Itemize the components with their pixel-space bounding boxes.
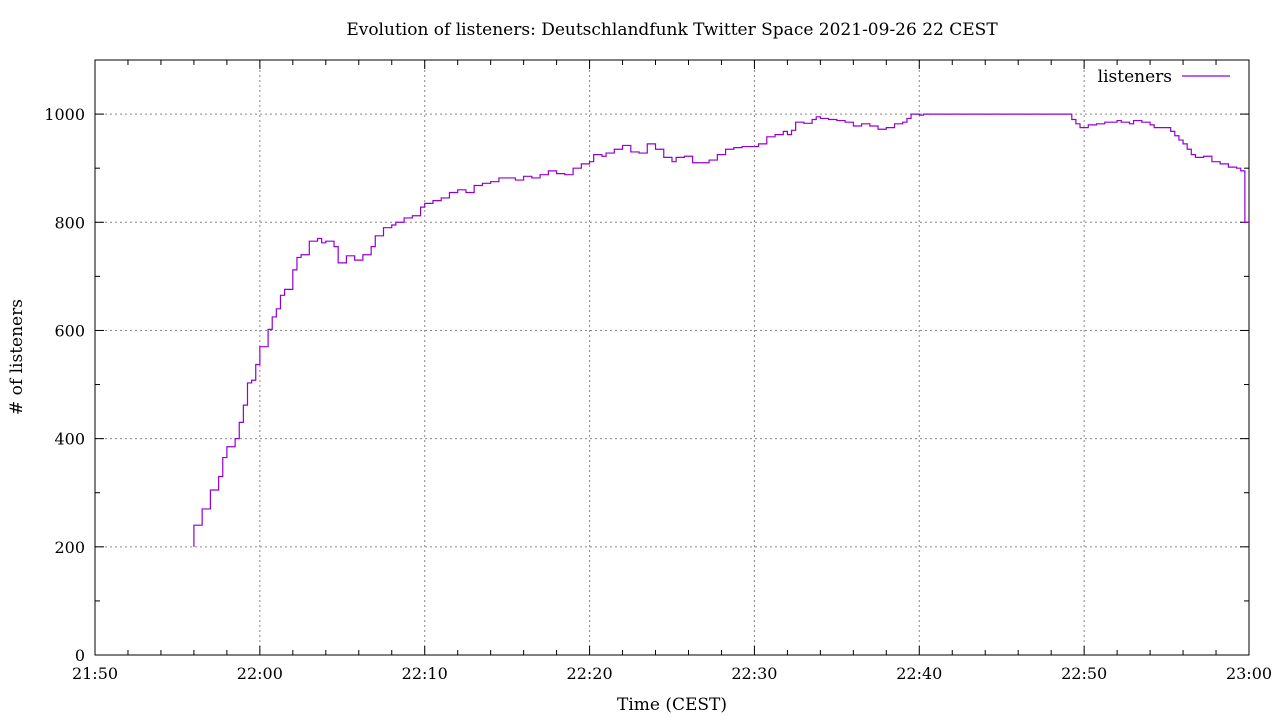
y-tick-label: 0 (75, 646, 85, 665)
chart-title: Evolution of listeners: Deutschlandfunk … (346, 20, 998, 40)
x-tick-label: 22:30 (731, 664, 777, 683)
series-line-listeners (193, 113, 1249, 547)
x-tick-label: 22:40 (896, 664, 942, 683)
y-tick-label: 400 (54, 430, 85, 449)
y-tick-label: 200 (54, 538, 85, 557)
y-tick-label: 800 (54, 213, 85, 232)
legend-label-listeners: listeners (1098, 67, 1172, 87)
legend: listeners (1098, 67, 1230, 87)
y-tick-label: 1000 (44, 105, 85, 124)
x-tick-label: 21:50 (72, 664, 118, 683)
x-tick-label: 22:10 (402, 664, 448, 683)
x-tick-label: 22:50 (1061, 664, 1107, 683)
y-axis-label: # of listeners (7, 299, 27, 415)
axis-ticks (94, 60, 1250, 656)
y-tick-label: 600 (54, 321, 85, 340)
grid-lines (95, 60, 1249, 655)
x-tick-label: 23:00 (1226, 664, 1272, 683)
plot-frame (94, 59, 1250, 656)
x-tick-label: 22:00 (237, 664, 283, 683)
tick-labels: 21:50 22:00 22:10 22:20 22:30 22:40 22:50 23:00… (44, 105, 1272, 683)
x-axis-label: Time (CEST) (617, 695, 727, 715)
x-tick-label: 22:20 (567, 664, 613, 683)
